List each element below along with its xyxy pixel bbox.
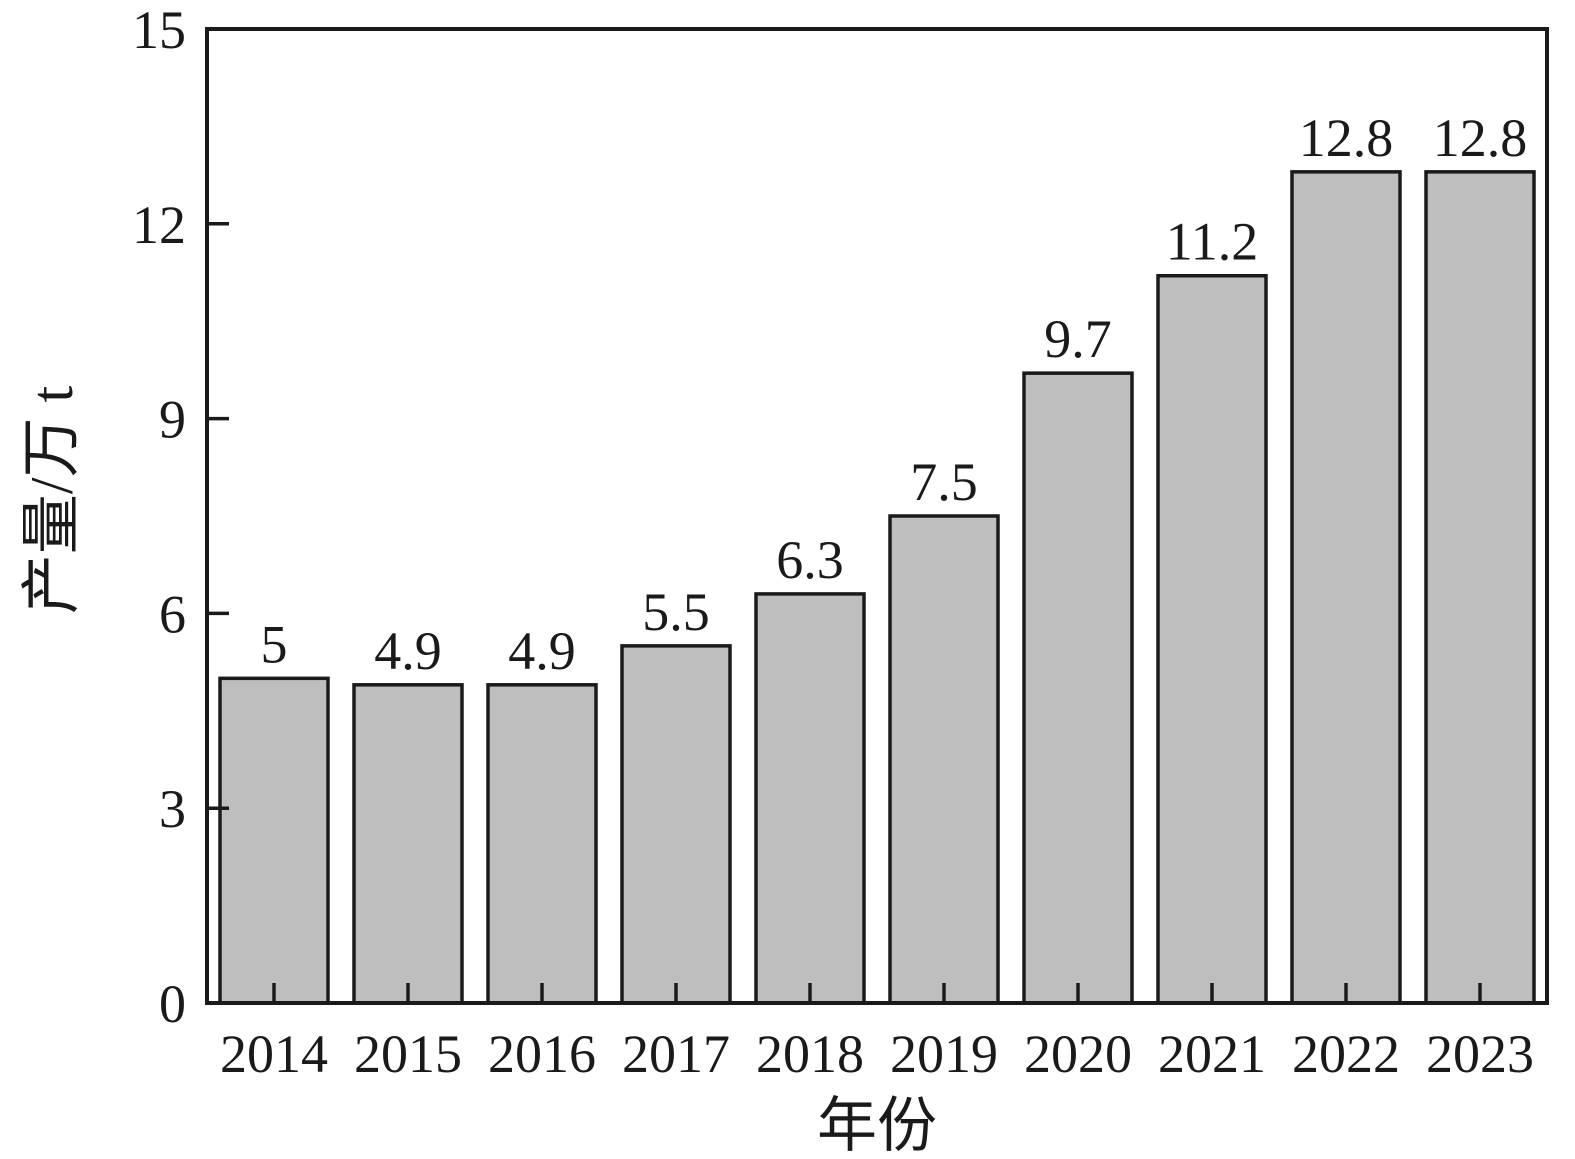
x-tick-label: 2023 [1426, 1024, 1534, 1084]
bar-value-label: 4.9 [508, 621, 576, 681]
bar-value-label: 4.9 [374, 621, 442, 681]
x-axis-title: 年份 [817, 1093, 937, 1159]
bar-value-label: 9.7 [1044, 309, 1112, 369]
bar [218, 676, 330, 1005]
labels-group: 2014 5 2015 4.9 2016 4.9 2017 5.5 2018 6.3 2019 7.5… [132, 0, 1534, 1084]
bars-group [218, 170, 1536, 1005]
bar-value-label: 5.5 [642, 582, 710, 642]
y-tick-label: 12 [132, 195, 186, 255]
x-tick-label: 2021 [1158, 1024, 1266, 1084]
bar-value-label: 11.2 [1166, 212, 1259, 272]
bar [1290, 170, 1402, 1005]
y-tick-label: 15 [132, 0, 186, 60]
x-tick-label: 2022 [1292, 1024, 1400, 1084]
bar-value-label: 12.8 [1433, 108, 1528, 168]
bar [1022, 371, 1134, 1005]
bar [754, 592, 866, 1005]
x-tick-label: 2014 [220, 1024, 328, 1084]
bar-value-label: 6.3 [776, 530, 844, 590]
bar [1156, 273, 1268, 1005]
y-tick-label: 6 [159, 584, 186, 644]
ticks-group [207, 222, 1482, 1003]
bar [620, 644, 732, 1005]
x-tick-label: 2018 [756, 1024, 864, 1084]
bar-value-label: 5 [261, 614, 288, 674]
x-tick-label: 2019 [890, 1024, 998, 1084]
y-tick-label: 0 [159, 974, 186, 1034]
x-tick-label: 2017 [622, 1024, 730, 1084]
bar-value-label: 12.8 [1299, 108, 1394, 168]
plot-border [205, 27, 1549, 1005]
bar [486, 683, 598, 1005]
bar [1424, 170, 1536, 1005]
y-tick-label: 3 [159, 779, 186, 839]
y-tick-label: 9 [159, 390, 186, 450]
bar [888, 514, 1000, 1005]
bar [352, 683, 464, 1005]
x-tick-label: 2015 [354, 1024, 462, 1084]
x-tick-label: 2016 [488, 1024, 596, 1084]
x-tick-label: 2020 [1024, 1024, 1132, 1084]
y-axis-title: 产量/万 t [19, 386, 85, 615]
bar-value-label: 7.5 [910, 452, 978, 512]
